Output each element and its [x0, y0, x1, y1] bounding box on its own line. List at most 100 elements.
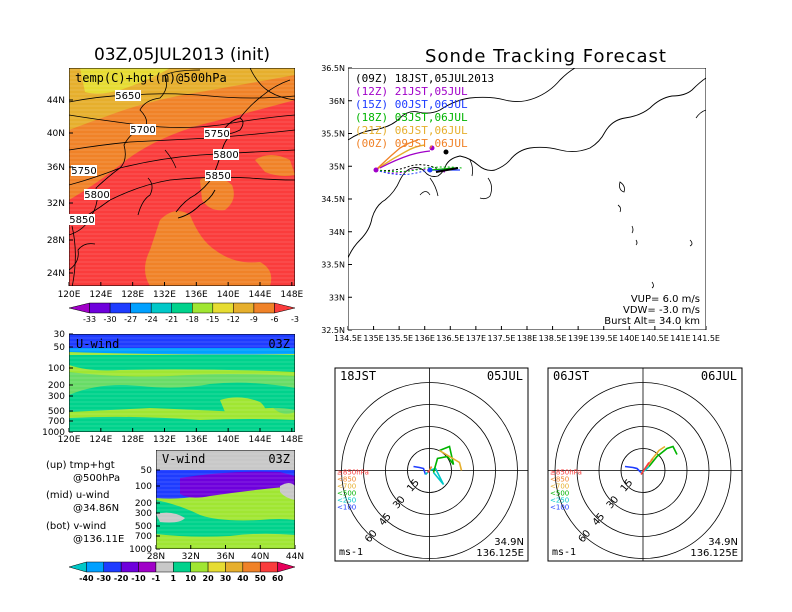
map500-lat-label: 44N [47, 96, 65, 106]
wind-colorbar-label: -1 [151, 574, 160, 583]
hodograph-unit: ms-1 [339, 547, 363, 558]
vwind-lat-ticks: 28N 32N 36N 40N 44N [147, 545, 304, 562]
track-lon-label: 141E [670, 334, 690, 343]
wind-colorbar-swatch [277, 561, 296, 573]
track-lat-ticks: 36.5N 36N 35.5N 35N 34.5N 34N 33.5N 33N 32.5N [321, 64, 352, 335]
track-lon-label: 135E [363, 334, 383, 343]
map500-colorbar-swatch [171, 302, 193, 314]
track-param: Burst Alt= 34.0 km [604, 316, 700, 327]
note-line-a: (up) tmp+hgt [46, 460, 115, 471]
hodograph-trace [439, 449, 463, 471]
hodograph-lat: 34.9N [494, 537, 524, 548]
hodograph-date: 05JUL [487, 369, 523, 383]
uwind-level-label: 50 [54, 343, 66, 353]
vwind-lat-label: 32N [182, 552, 200, 562]
map500-lon-label: 144E [249, 290, 272, 300]
map500-lon-label: 140E [217, 290, 240, 300]
track-lat-label: 36N [329, 97, 345, 106]
wind-colorbar-label: -30 [97, 574, 112, 583]
track-lat-label: 33.5N [321, 261, 345, 270]
map500-colorbar-swatch [109, 302, 131, 314]
wind-colorbar-swatch [190, 561, 209, 573]
hodograph-legend-entry: <850 [337, 476, 356, 484]
uwind-lon-label: 148E [280, 435, 303, 445]
map500-colorbar-label: -9 [250, 315, 258, 324]
uwind-time: 03Z [268, 337, 290, 351]
hodograph-frame [547, 367, 743, 562]
wind-colorbar-label: 30 [220, 574, 232, 583]
hodograph-lon: 136.125E [476, 548, 524, 559]
contour-label-bg [71, 165, 97, 176]
map500-lon-label: 148E [280, 290, 303, 300]
hodograph-time: 06JST [553, 369, 589, 383]
map500-lat-label: 24N [47, 269, 65, 279]
map500-colorbar-swatch [212, 302, 234, 314]
hodograph-trace [650, 445, 666, 461]
note-line-a: (mid) u-wind [46, 490, 109, 501]
map500-lon-label: 124E [89, 290, 112, 300]
hodograph-lon: 136.125E [690, 548, 738, 559]
wind-colorbar-swatch [207, 561, 226, 573]
map500-colorbar: -33 -30 -27 -24 -21 -18 -15 -12 -9 -6 -3 [68, 302, 299, 324]
init-title: 03Z,05JUL2013 (init) [94, 45, 270, 65]
contour-label: 5700 [130, 125, 155, 136]
vwind-level-label: 50 [141, 466, 153, 476]
wind-colorbar-label: 50 [255, 574, 267, 583]
hodograph-legend-entry: <500 [337, 490, 356, 498]
track-legend-entry: (12Z) 21JST,05JUL [355, 85, 468, 98]
vwind-level-label: 1000 [129, 545, 152, 555]
hodograph-legend-entry: <500 [550, 490, 569, 498]
contour-label-bg [204, 128, 230, 139]
map500-lon-label: 120E [58, 290, 81, 300]
map500-lat-label: 40N [47, 129, 65, 139]
uwind-lon-label: 144E [249, 435, 272, 445]
main-title: Sonde Tracking Forecast [425, 46, 667, 67]
track-lon-label: 140.5E [641, 334, 669, 343]
wind-colorbar-swatch [173, 561, 191, 573]
hodograph-legend-entry: <850 [550, 476, 569, 484]
hodograph-trace [640, 462, 650, 475]
contour-label-bg [130, 124, 156, 135]
map500-lon-label: 136E [185, 290, 208, 300]
hodograph-lat: 34.9N [708, 537, 738, 548]
contour-label-bg [84, 189, 110, 200]
track-lon-ticks: 134.5E 135E 135.5E 136E 136.5E 137E 137.5E 138E… [334, 326, 720, 343]
contour-label: 5800 [213, 150, 238, 161]
sonde-tracks [373, 139, 463, 176]
uwind-level-label: 300 [48, 392, 65, 402]
track-legend-entry: (21Z) 06JST,06JUL [355, 124, 468, 137]
vwind-level-label: 700 [135, 532, 152, 542]
wind-colorbar-swatch [86, 561, 105, 573]
track-map: (09Z) 18JST,05JUL2013(12Z) 21JST,05JUL(1… [321, 64, 720, 343]
track-lat-label: 35N [329, 162, 345, 171]
hodograph-trace [428, 466, 433, 471]
track-lon-label: 137E [466, 334, 486, 343]
track-lat-label: 35.5N [321, 130, 345, 139]
vwind-time: 03Z [268, 452, 290, 466]
hodograph-trace [432, 445, 455, 473]
track-lon-label: 137.5E [487, 334, 515, 343]
vwind-lat-label: 40N [251, 552, 269, 562]
hodograph-18jst: 18JST 05JUL15304560≥850hPa<850<700<500<25… [334, 367, 529, 562]
track-param: VUP= 6.0 m/s [631, 294, 700, 305]
map500-colorbar-swatch [192, 302, 214, 314]
map500-colorbar-swatch [130, 302, 152, 314]
uwind-lon-label: 140E [217, 435, 240, 445]
uwind-lon-label: 128E [121, 435, 144, 445]
hodograph-06jst: 06JST 06JUL15304560≥850hPa<850<700<500<25… [547, 367, 743, 562]
note-line-a: (bot) v-wind [46, 521, 106, 532]
hodograph-trace [426, 469, 431, 474]
vwind-lat-label: 28N [147, 552, 165, 562]
uwind-lon-label: 120E [58, 435, 81, 445]
track-legend-entry: (00Z) 09JST,06JUL [355, 137, 468, 150]
track-lon-label: 135.5E [385, 334, 413, 343]
uwind-lon-label: 136E [185, 435, 208, 445]
map500-colorbar-label: -27 [124, 315, 137, 324]
track-lon-label: 140E [619, 334, 639, 343]
vwind-level-label: 300 [135, 509, 152, 519]
contour-label: 5750 [204, 129, 229, 140]
note-line-b: @500hPa [73, 473, 120, 484]
